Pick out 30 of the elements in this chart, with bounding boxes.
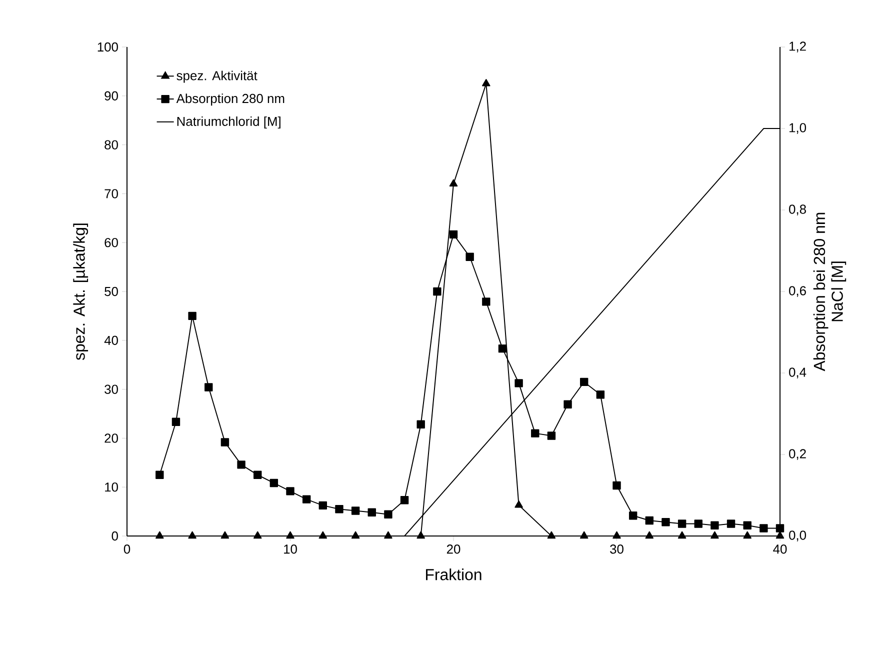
y-tick-label: 80 (104, 140, 118, 150)
y-tick-label: 20 (104, 434, 118, 443)
y2-tick-label: 0,6 (789, 286, 806, 297)
x-tick-label: 20 (446, 544, 460, 554)
x-tick-label: 40 (773, 544, 787, 554)
x-tick-label: 30 (610, 544, 624, 554)
y-tick-label: 70 (104, 189, 118, 198)
x-axis-title: Fraktion (426, 568, 482, 580)
y-tick-label: 40 (104, 336, 118, 345)
y-tick-label: 60 (104, 238, 118, 248)
y-tick-label: 100 (98, 42, 118, 52)
y2-tick-label: 0,2 (789, 449, 806, 460)
y-tick-label: 90 (104, 91, 118, 100)
y-tick-label: 30 (104, 384, 118, 394)
legend-label: Natriumchlorid [M] (177, 116, 280, 129)
legend-label: spez. Aktivität (176, 70, 258, 83)
text: NaCl [M] (831, 262, 846, 322)
y-tick-label: 10 (105, 482, 118, 492)
y-axis-title: spez. Akt. [µkat/kg] (73, 224, 88, 360)
y2-tick-label: 0,0 (789, 530, 806, 542)
x-tick-label: 10 (284, 544, 297, 554)
y-tick-label: 50 (104, 286, 118, 296)
x-tick-label: 0 (124, 544, 130, 554)
legend-label: Absorption 280 nm (176, 94, 284, 106)
y-tick-label: 0 (112, 531, 118, 541)
y2-tick-label: 0,8 (789, 204, 806, 216)
y2-tick-label: 1,2 (790, 42, 806, 52)
y2-tick-label: 1,0 (790, 123, 806, 134)
y2-axis-title: Absorption bei 280 nm (813, 212, 828, 372)
y2-tick-label: 0,4 (789, 368, 806, 378)
